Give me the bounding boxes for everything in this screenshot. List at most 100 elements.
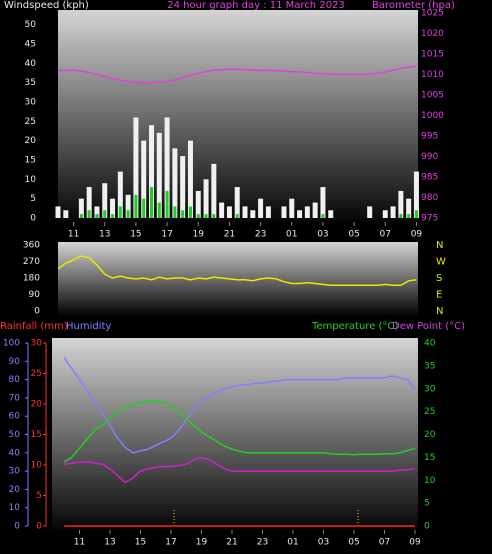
bar [398,190,404,218]
bar [150,187,154,218]
y2-tick-label: N [436,306,443,317]
y-tick-label: 0 [14,522,20,532]
x-tick-label: 19 [196,538,208,548]
bar [165,190,169,218]
bar [103,210,107,218]
bar [195,190,201,218]
y2-tick-label: 1005 [421,91,444,101]
bar [281,206,287,218]
legend-label: Rainfall (mm) [0,321,68,332]
y-tick-label: 20 [25,136,37,146]
y-tick-label: 90 [9,357,21,367]
y-tick-label: 35 [25,78,36,88]
x-tick-label: 11 [74,538,85,548]
y3-tick-label: 5 [36,491,42,501]
bar [118,206,122,218]
bar [203,179,209,218]
x-tick-label: 21 [224,230,235,240]
y2-tick-label: E [436,290,442,301]
bar [212,214,216,218]
series-line [63,357,416,454]
bar [211,163,217,218]
y-tick-label: 20 [9,485,21,495]
legend-label: Temperature (°C) [311,321,398,332]
y-axis-label: Windspeed (kph) [4,0,89,11]
y-tick-label: 40 [9,448,21,458]
x-tick-label: 03 [318,538,329,548]
bar [172,148,178,218]
bar [250,210,256,218]
bar [111,214,115,218]
bar [110,198,116,218]
y2-axis-label: Barometer (hpa) [372,0,455,11]
panel-bg [52,338,418,530]
bar [367,206,373,218]
bar [55,206,61,218]
y3-tick-label: 15 [31,430,42,440]
bar [399,214,403,218]
bar [328,210,334,218]
y2-tick-label: 5 [424,499,430,509]
y-tick-label: 360 [23,241,40,251]
bar [413,171,419,218]
y2-tick-label: 30 [424,384,436,394]
bar [265,206,271,218]
bar [117,171,123,218]
bar [196,214,200,218]
y-tick-label: 50 [25,20,37,30]
y-tick-label: 10 [25,175,37,185]
y-tick-label: 45 [25,39,36,49]
bar [94,206,100,218]
y-tick-label: 0 [34,307,40,317]
x-tick-label: 23 [257,538,268,548]
y-tick-label: 100 [3,339,20,349]
x-tick-label: 07 [379,538,390,548]
y2-tick-label: W [436,257,446,268]
bar [235,214,239,218]
bar [297,210,303,218]
y2-tick-label: 1000 [421,111,444,121]
bar [390,206,396,218]
bar [242,206,248,218]
y-tick-label: 30 [9,467,21,477]
y2-tick-label: S [436,273,442,284]
y3-tick-label: 30 [31,339,43,349]
chart-title: 24 hour graph day : 11 March 2023 [167,0,345,11]
x-tick-label: 11 [68,230,79,240]
bar [87,210,91,218]
bar [219,202,225,218]
bar [149,125,155,218]
bar [102,183,108,218]
y3-tick-label: 20 [31,400,43,410]
x-tick-label: 13 [104,538,115,548]
y2-tick-label: 40 [424,339,436,349]
bar [320,187,326,218]
y2-tick-label: 985 [421,173,438,183]
x-tick-label: 03 [317,230,328,240]
bar [414,210,418,218]
bar [133,117,139,218]
bar [79,214,83,218]
x-tick-label: 05 [348,538,359,548]
bar [204,214,208,218]
x-tick-label: 15 [135,538,146,548]
bar [95,214,99,218]
x-tick-label: 13 [99,230,110,240]
bar [126,210,130,218]
bar [86,187,92,218]
bar [142,198,146,218]
y-tick-label: 180 [23,274,40,284]
bar [141,140,147,218]
bar [63,210,69,218]
bar [188,206,192,218]
bar [173,206,177,218]
y-tick-label: 5 [30,194,36,204]
y2-tick-label: 25 [424,407,435,417]
bar [407,214,411,218]
bar [321,214,325,218]
bar [125,194,131,218]
y-tick-label: 90 [29,290,41,300]
y-tick-label: 10 [9,503,21,513]
bar [157,202,161,218]
